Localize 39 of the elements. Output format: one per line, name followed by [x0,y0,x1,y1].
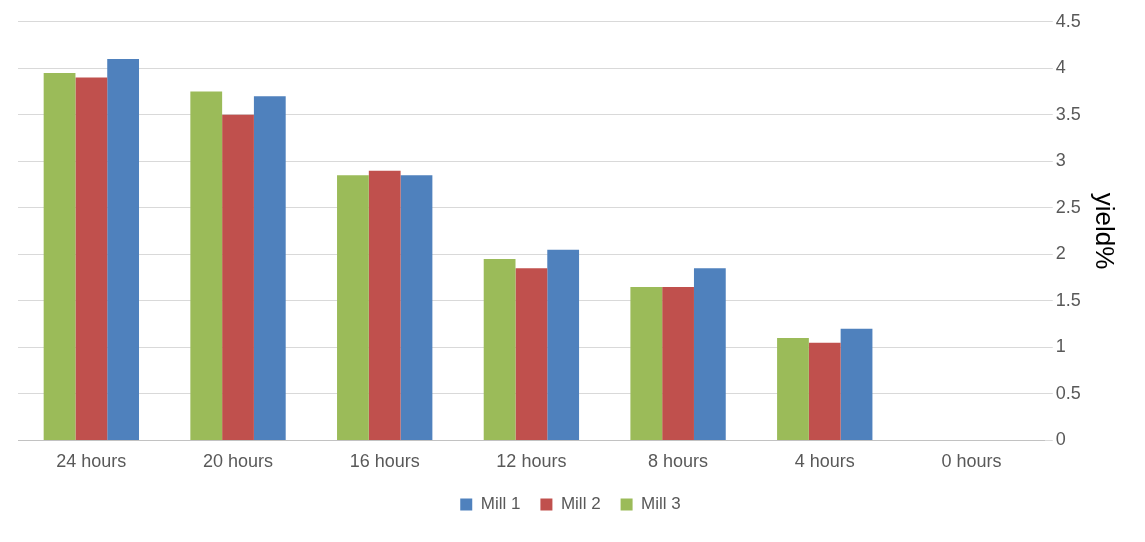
x-tick-label: 4 hours [794,451,855,472]
x-tick-label: 24 hours [56,451,127,472]
legend-label: Mill 3 [641,494,681,514]
x-tick-label: 8 hours [648,451,709,472]
bar [253,96,286,440]
bar [222,114,254,440]
bar [840,328,873,440]
bar [693,268,726,440]
bar [547,249,580,440]
bar [190,91,223,440]
bar [630,286,663,440]
x-tick-label: 12 hours [496,451,567,472]
bar [483,259,516,440]
bar [368,170,401,440]
bar [777,338,809,440]
x-tick-label: 16 hours [349,451,420,472]
legend-label: Mill 1 [480,494,521,514]
y-tick-label: 1.5 [1055,289,1081,310]
y-tick-label: 4 [1055,57,1066,78]
bar [43,72,76,440]
y-tick-label: 0 [1055,429,1066,450]
x-tick-label: 0 hours [941,451,1002,472]
bar [107,59,140,440]
y-tick-label: 4.5 [1055,10,1081,31]
y-tick-label: 1 [1055,336,1066,357]
bar [808,342,841,440]
y-tick-label: 0.5 [1055,382,1081,403]
bar [75,77,108,440]
bar [337,175,369,440]
y-tick-label: 2.5 [1055,196,1081,217]
y-tick-label: 3.5 [1055,103,1081,124]
bar [662,286,694,440]
bar [515,268,548,440]
bar [400,175,433,440]
y-tick-label: 3 [1055,150,1066,171]
y-axis-title: yield% [1090,192,1121,270]
y-tick-label: 2 [1055,243,1066,264]
legend-label: Mill 2 [560,494,601,514]
x-tick-label: 20 hours [202,451,274,472]
